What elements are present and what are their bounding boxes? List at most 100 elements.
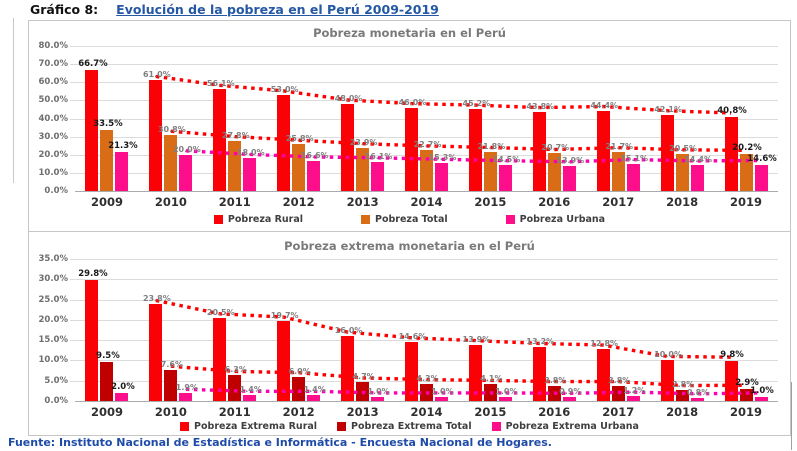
bar xyxy=(690,164,704,191)
legend-label: Pobreza Extrema Urbana xyxy=(505,421,639,432)
y-axis-tick-label: 20.0% xyxy=(38,314,69,325)
gridline xyxy=(70,118,778,120)
x-axis-tick-label: 2014 xyxy=(410,405,443,419)
bar-slot: 20.5% xyxy=(669,46,697,191)
data-label: 0.9% xyxy=(559,387,582,397)
bar-slot: 23.9% xyxy=(350,46,377,191)
bar-slot: 48.0% xyxy=(335,46,362,191)
y-axis-tick-label: 30.0% xyxy=(38,274,69,285)
bar xyxy=(371,396,385,401)
data-label: 23.8% xyxy=(142,294,171,304)
bar-group: 61.0% 30.8% 20.0% xyxy=(139,46,203,191)
data-label: 14.5% xyxy=(492,154,521,164)
legend-swatch-icon xyxy=(361,215,371,224)
data-label: 21.3% xyxy=(108,141,138,152)
plot-area: 29.8% 9.5% 2.0% 23.8% 7.6% 1.9% 20.5% 6.3% 1.4% 1… xyxy=(70,259,778,402)
legend-item: Pobreza Rural xyxy=(213,214,304,225)
bar xyxy=(434,163,448,191)
data-label: 1.0% xyxy=(431,386,454,396)
y-axis-tick-label: 70.0% xyxy=(38,59,69,70)
x-axis: 2009 2010 2011 2012 2013 2014 2015 2016 2017 2018… xyxy=(75,405,778,419)
legend-swatch-icon xyxy=(180,422,190,431)
bar-slot: 19.7% xyxy=(271,259,299,401)
legend-swatch-icon xyxy=(337,422,347,431)
data-label: 42.1% xyxy=(654,104,682,114)
bar xyxy=(626,396,640,401)
y-axis: 0.0% 10.0% 20.0% 30.0% 40.0% 50.0% 60.0% 70.0% 8… xyxy=(29,41,73,196)
gridline xyxy=(70,360,778,362)
x-axis-tick-label: 2016 xyxy=(538,405,571,419)
x-axis-tick-label: 2010 xyxy=(154,195,187,209)
data-label: 13.2% xyxy=(526,337,555,347)
data-label: 61.0% xyxy=(142,70,171,80)
figure-number-label: Gráfico 8: xyxy=(30,2,99,17)
y-axis-tick-label: 20.0% xyxy=(38,149,69,160)
data-label: 23.9% xyxy=(349,137,378,147)
bar xyxy=(626,163,640,191)
data-label: 21.8% xyxy=(477,141,506,151)
bar-slot: 4.3% xyxy=(416,259,439,401)
bar xyxy=(213,317,227,401)
gridline xyxy=(70,46,778,47)
y-axis-tick-label: 30.0% xyxy=(38,131,69,142)
bar xyxy=(115,152,129,191)
legend-label: Pobreza Rural xyxy=(227,214,304,225)
legend: Pobreza Rural Pobreza Total Pobreza Urbana xyxy=(29,214,790,225)
bar-slot: 1.0% xyxy=(750,259,774,401)
data-label: 3.8% xyxy=(544,375,567,385)
bar xyxy=(404,341,418,401)
bar xyxy=(341,336,355,401)
y-axis-tick-label: 80.0% xyxy=(38,41,69,51)
bar-group: 53.0% 25.8% 16.6% xyxy=(267,46,331,191)
bar xyxy=(434,396,448,401)
data-label: 25.8% xyxy=(285,134,314,144)
bar xyxy=(100,362,114,401)
x-axis-tick-label: 2019 xyxy=(730,405,763,419)
bar-slot: 3.8% xyxy=(608,259,630,401)
data-label: 1.9% xyxy=(175,383,198,393)
bar-slot: 30.8% xyxy=(158,46,186,191)
bar-group: 44.4% 21.7% 15.1% xyxy=(586,46,650,191)
bar-slot: 33.5% xyxy=(93,46,123,191)
bar-slot: 13.9% xyxy=(556,46,584,191)
bar xyxy=(739,154,753,191)
bar-slot: 22.7% xyxy=(414,46,441,191)
legend-item: Pobreza Total xyxy=(361,214,448,225)
bar-group: 48.0% 23.9% 16.1% xyxy=(331,46,395,191)
bar xyxy=(100,130,114,191)
legend-item: Pobreza Extrema Urbana xyxy=(491,421,639,432)
bar xyxy=(213,89,227,191)
data-label: 13.9% xyxy=(462,334,491,344)
data-label: 4.7% xyxy=(352,371,375,381)
bar xyxy=(149,304,163,401)
bar-slot: 45.2% xyxy=(463,46,490,191)
source-note: Fuente: Instituto Nacional de Estadístic… xyxy=(8,436,552,449)
bar-slot: 20.5% xyxy=(207,259,235,401)
x-axis-tick-label: 2017 xyxy=(602,405,635,419)
gridline xyxy=(70,279,778,281)
bar-group: 13.9% 4.1% 1.0% xyxy=(458,259,522,401)
bar-slot: 56.1% xyxy=(207,46,235,191)
bar-slot: 2.9% xyxy=(735,259,759,401)
data-label: 45.2% xyxy=(462,99,491,109)
data-label: 18.0% xyxy=(236,148,265,158)
plot-area: 66.7% 33.5% 21.3% 61.0% 30.8% 20.0% 56.1% 27.8%… xyxy=(70,46,778,192)
x-axis-tick-label: 2018 xyxy=(666,405,699,419)
bar xyxy=(179,393,193,401)
data-label: 7.6% xyxy=(160,360,183,370)
data-label: 20.7% xyxy=(541,143,570,153)
bar-group: 16.0% 4.7% 1.0% xyxy=(331,259,395,401)
bar-slot: 7.6% xyxy=(161,259,183,401)
bar-slot: 20.2% xyxy=(732,46,762,191)
bar xyxy=(85,70,99,191)
y-axis-tick-label: 15.0% xyxy=(38,335,69,346)
bar xyxy=(562,165,576,191)
bar-group: 45.2% 21.8% 14.5% xyxy=(458,46,522,191)
legend: Pobreza Extrema Rural Pobreza Extrema Tot… xyxy=(29,421,790,432)
bar-slot: 2.0% xyxy=(111,259,135,401)
legend-swatch-icon xyxy=(505,215,515,224)
bar-slot: 20.0% xyxy=(173,46,201,191)
x-axis-tick-label: 2012 xyxy=(282,405,315,419)
bar-group: 43.8% 20.7% 13.9% xyxy=(522,46,586,191)
bar xyxy=(149,80,163,191)
